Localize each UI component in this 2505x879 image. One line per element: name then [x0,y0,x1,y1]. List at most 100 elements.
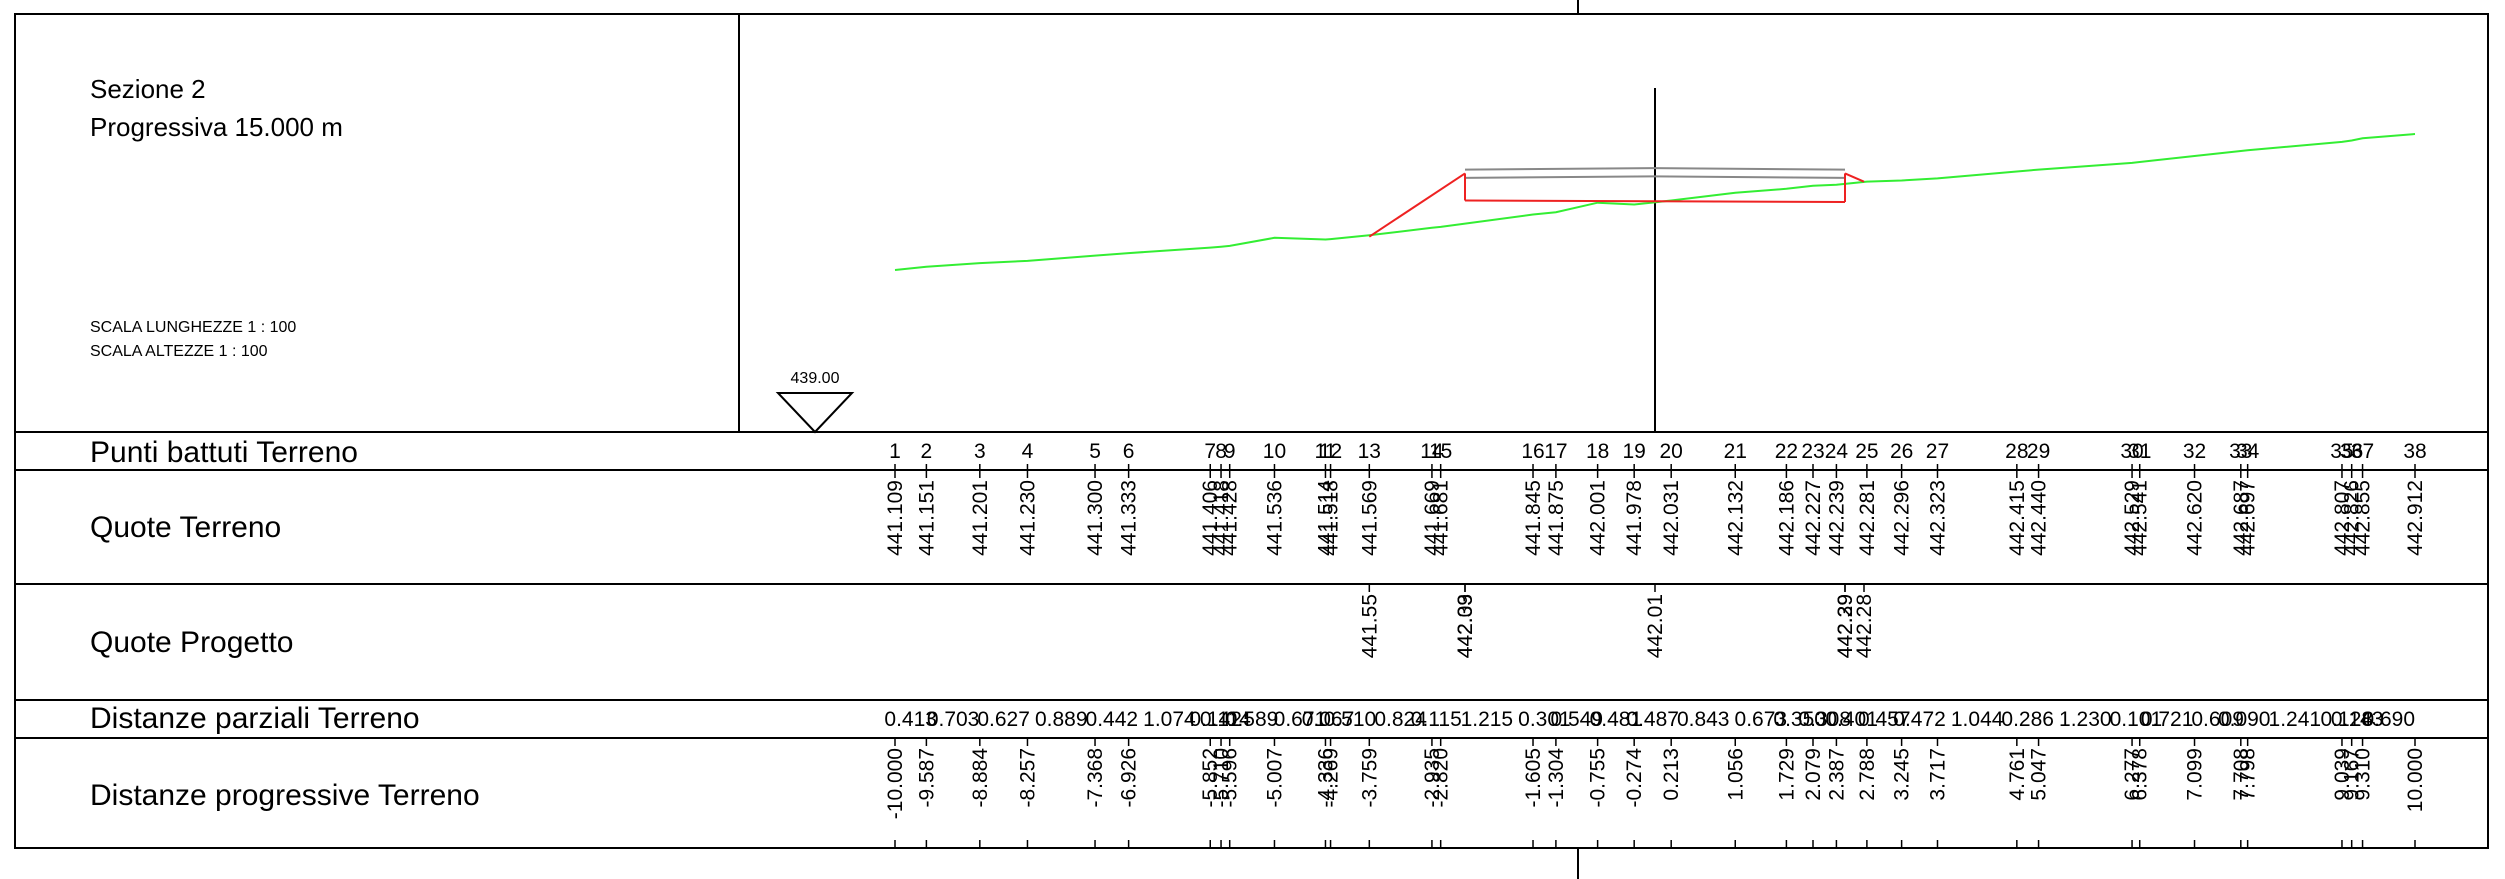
partial-dist-label: 0.413 [884,708,937,731]
partial-dist-label: 0.286 [2001,708,2054,731]
prog-dist-label: 7.708 [2230,748,2253,801]
scale-heights: SCALA ALTEZZE 1 : 100 [90,343,268,360]
partial-dist-label: 0.067 [1302,708,1355,731]
prog-dist-label: -6.926 [1118,748,1141,808]
row-title-ground-elev: Quote Terreno [90,511,281,544]
design-right-slope [1844,172,1865,183]
ground-elev-label: 441.978 [1623,480,1646,556]
prog-dist-label: -8.257 [1016,748,1039,808]
prog-dist-label: -0.274 [1623,748,1646,808]
ground-elev-label: 441.514 [1314,480,1337,556]
ground-elev-label: 442.132 [1724,480,1747,556]
point-number-label: 27 [1926,440,1949,463]
point-number-label: 6 [1123,440,1135,463]
prog-dist-label: 1.056 [1724,748,1747,801]
point-number-label: 13 [1358,440,1381,463]
partial-dist-label: 0.143 [2331,708,2384,731]
partial-dist-label: 0.114 [1200,708,1251,731]
point-number-label: 10 [1263,440,1286,463]
ground-elev-label: 441.151 [915,480,938,556]
partial-dist-label: 1.241 [2269,708,2322,731]
partial-dist-label: 0.627 [977,708,1030,731]
prog-dist-label: 3.245 [1891,748,1914,801]
prog-dist-label: 10.000 [2404,748,2427,812]
row-title-design-elev: Quote Progetto [90,626,293,659]
ground-elev-label: 442.440 [2028,480,2051,556]
ground-elev-label: 442.697 [2237,480,2260,556]
table-frame [14,0,2489,879]
partial-dist-label: 0.350 [1773,708,1826,731]
design-bottom [1464,199,1846,203]
ground-elev-label: 442.687 [2230,480,2253,556]
partial-dist-label: 0.457 [1858,708,1911,731]
prog-dist-label: 3.717 [1926,748,1949,801]
ground-elev-label: 441.406 [1199,480,1222,556]
prog-dist-label: 4.761 [2006,748,2029,801]
ground-elev-label: 441.418 [1210,480,1233,556]
partial-dist-label: 0.589 [1226,708,1279,731]
point-number-label: 8 [1215,440,1227,463]
ground-elev-label: 441.109 [884,480,907,556]
partial-dist-label: 0.101 [2110,708,2163,731]
point-number-label: 38 [2403,440,2426,463]
prog-dist-label: 7.099 [2184,748,2207,801]
partial-dist-label: 0.481 [1590,708,1643,731]
point-number-label: 34 [2236,440,2260,463]
point-number-label: 12 [1319,440,1342,463]
point-number-label: 21 [1724,440,1747,463]
prog-dist-label: 9.167 [2341,748,2364,801]
ground-elev-label: 441.569 [1358,480,1381,556]
partial-dist-label: 0.401 [1825,708,1878,731]
point-number-label: 5 [1089,440,1101,463]
partial-dist-label: 1.215 [1461,708,1514,731]
ground-elev-label: 442.807 [2331,480,2354,556]
prog-dist-label: -5.852 [1199,748,1222,808]
design-elev-label: 442.39 [1454,594,1477,658]
prog-dist-label: -10.000 [884,748,907,819]
point-number-label: 4 [1022,440,1034,463]
ground-elev-label: 441.201 [969,480,992,556]
ground-elev-label: 442.239 [1825,480,1848,556]
ground-elev-label: 442.323 [1926,480,1949,556]
partial-dist-label: 0.142 [1189,708,1242,731]
prog-dist-label: 7.798 [2237,748,2260,801]
prog-dist-label: -8.884 [969,748,992,808]
prog-dist-label: -9.587 [915,748,938,808]
point-number-label: 9 [1224,440,1236,463]
point-number-label: 28 [2005,440,2028,463]
scale-lengths: SCALA LUNGHEZZE 1 : 100 [90,319,296,336]
ground-elev-label: 442.529 [2121,480,2144,556]
ground-elev-label: 441.681 [1430,480,1453,556]
point-number-label: 25 [1855,440,1878,463]
ground-elev-label: 442.855 [2352,480,2375,556]
partial-dist-label: 0.703 [927,708,980,731]
partial-dist-label: 0.671 [1274,708,1327,731]
row-title-points: Punti battuti Terreno [90,436,358,469]
design-elev-label: 442.29 [1834,594,1857,658]
point-number-label: 29 [2027,440,2050,463]
prog-dist-label: -5.710 [1210,748,1233,808]
point-number-label: 16 [1521,440,1544,463]
partial-dist-label: 0.301 [1518,708,1571,731]
prog-dist-label: -5.596 [1219,748,1242,808]
point-number-label: 19 [1622,440,1645,463]
prog-dist-label: -0.755 [1587,748,1610,808]
design-elev-label: 442.39 [1834,594,1857,658]
ground-elev-label: 441.230 [1016,480,1039,556]
point-number-label: 36 [2340,440,2363,463]
point-number-label: 32 [2183,440,2206,463]
partial-dist-label: 1.074 [1143,708,1196,731]
ground-elev-label: 441.536 [1263,480,1286,556]
prog-dist-label: -2.820 [1430,748,1453,808]
prog-dist-label: -1.304 [1545,748,1568,808]
design-elev-label: 442.03 [1454,594,1477,658]
prog-dist-label: 9.310 [2352,748,2375,801]
point-number-label: 20 [1660,440,1683,463]
ground-elev-label: 442.281 [1856,480,1879,556]
ground-elev-row: 441.109 441.151 441.201 441.230 441.300 441.3… [884,470,2427,556]
ground-elev-label: 442.296 [1891,480,1914,556]
ground-elev-label: 442.620 [2184,480,2207,556]
